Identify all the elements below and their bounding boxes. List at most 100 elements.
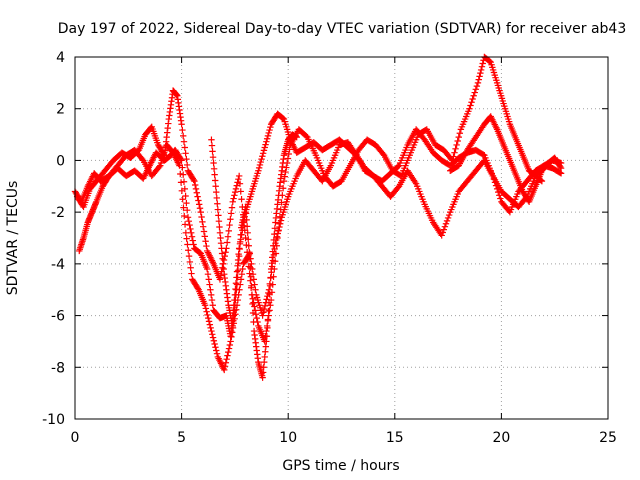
data-point [248, 282, 255, 290]
data-point [277, 217, 285, 224]
data-point [194, 285, 202, 292]
data-point [237, 231, 244, 238]
data-point [236, 245, 243, 253]
data-point [245, 242, 252, 249]
data-point [266, 291, 273, 298]
data-point [263, 333, 271, 340]
data-point [453, 141, 460, 149]
data-point [202, 305, 210, 312]
data-point [250, 299, 257, 306]
data-point [226, 341, 234, 349]
data-point [452, 145, 459, 152]
x-tick-label: 15 [386, 430, 404, 446]
data-point [491, 179, 499, 186]
data-point [276, 213, 284, 220]
data-point [185, 217, 192, 225]
data-point [160, 150, 167, 158]
data-point [235, 172, 243, 180]
data-point [259, 312, 266, 319]
data-point [190, 241, 197, 248]
data-point [224, 233, 232, 240]
data-point [180, 138, 188, 145]
data-point [266, 307, 273, 314]
data-point [208, 296, 216, 304]
data-point [265, 289, 272, 297]
data-point [210, 165, 218, 173]
data-point [192, 185, 200, 193]
data-point [237, 276, 245, 283]
data-point [445, 211, 453, 219]
series-track-2 [76, 139, 565, 374]
data-point [247, 264, 254, 271]
data-point [206, 281, 213, 288]
data-point [191, 177, 198, 185]
data-point [394, 184, 402, 191]
data-point [204, 311, 211, 319]
data-point [233, 268, 241, 275]
x-tick-label: 10 [279, 430, 297, 446]
data-point [247, 273, 255, 280]
data-point [469, 95, 476, 103]
data-point [267, 274, 274, 281]
data-point [196, 205, 204, 212]
data-point [245, 236, 252, 243]
data-point [440, 226, 448, 233]
data-point [493, 185, 501, 193]
data-point [176, 162, 183, 169]
data-point [177, 170, 184, 178]
x-tick-label: 0 [71, 430, 80, 446]
data-point [225, 227, 232, 235]
gridlines [75, 57, 608, 419]
data-point [271, 230, 278, 238]
data-point [455, 133, 462, 141]
data-point [265, 307, 272, 315]
data-point [261, 305, 268, 313]
data-point [235, 252, 243, 260]
data-point [478, 63, 486, 70]
data-point [215, 212, 222, 219]
data-point [186, 221, 193, 229]
data-point [449, 157, 456, 164]
data-point [443, 217, 451, 225]
data-point [248, 291, 256, 299]
data-point [181, 212, 188, 220]
data-point [271, 225, 279, 232]
data-point [181, 144, 188, 151]
data-point [189, 237, 196, 244]
data-point [209, 302, 216, 309]
plot-frame [74, 56, 609, 420]
y-axis-label: SDTVAR / TECUs [5, 181, 21, 296]
data-point [203, 265, 211, 273]
data-point [185, 247, 192, 254]
data-point [267, 123, 274, 131]
data-point [262, 141, 269, 148]
data-point [178, 187, 186, 195]
data-point [474, 79, 482, 87]
data-point [227, 338, 234, 345]
data-point [207, 286, 214, 293]
data-point [156, 163, 163, 171]
data-point [222, 249, 229, 256]
x-axis-label: GPS time / hours [282, 458, 399, 474]
data-point [207, 291, 215, 299]
data-point [244, 229, 251, 237]
data-point [179, 196, 186, 203]
data-point [274, 234, 281, 242]
data-point [238, 196, 245, 203]
data-point [208, 136, 215, 143]
data-point [213, 350, 221, 357]
data-point [259, 150, 267, 157]
data-point [253, 314, 260, 322]
y-tick-label: -4 [51, 257, 65, 273]
data-point [394, 163, 402, 170]
data-point [202, 238, 209, 245]
data-point [221, 366, 228, 374]
data-point [213, 194, 220, 202]
data-point [208, 327, 215, 335]
data-point [439, 229, 446, 236]
data-point [468, 99, 475, 106]
data-point [444, 214, 452, 222]
data-point [242, 210, 250, 217]
data-point [282, 168, 289, 176]
data-point [250, 318, 257, 326]
